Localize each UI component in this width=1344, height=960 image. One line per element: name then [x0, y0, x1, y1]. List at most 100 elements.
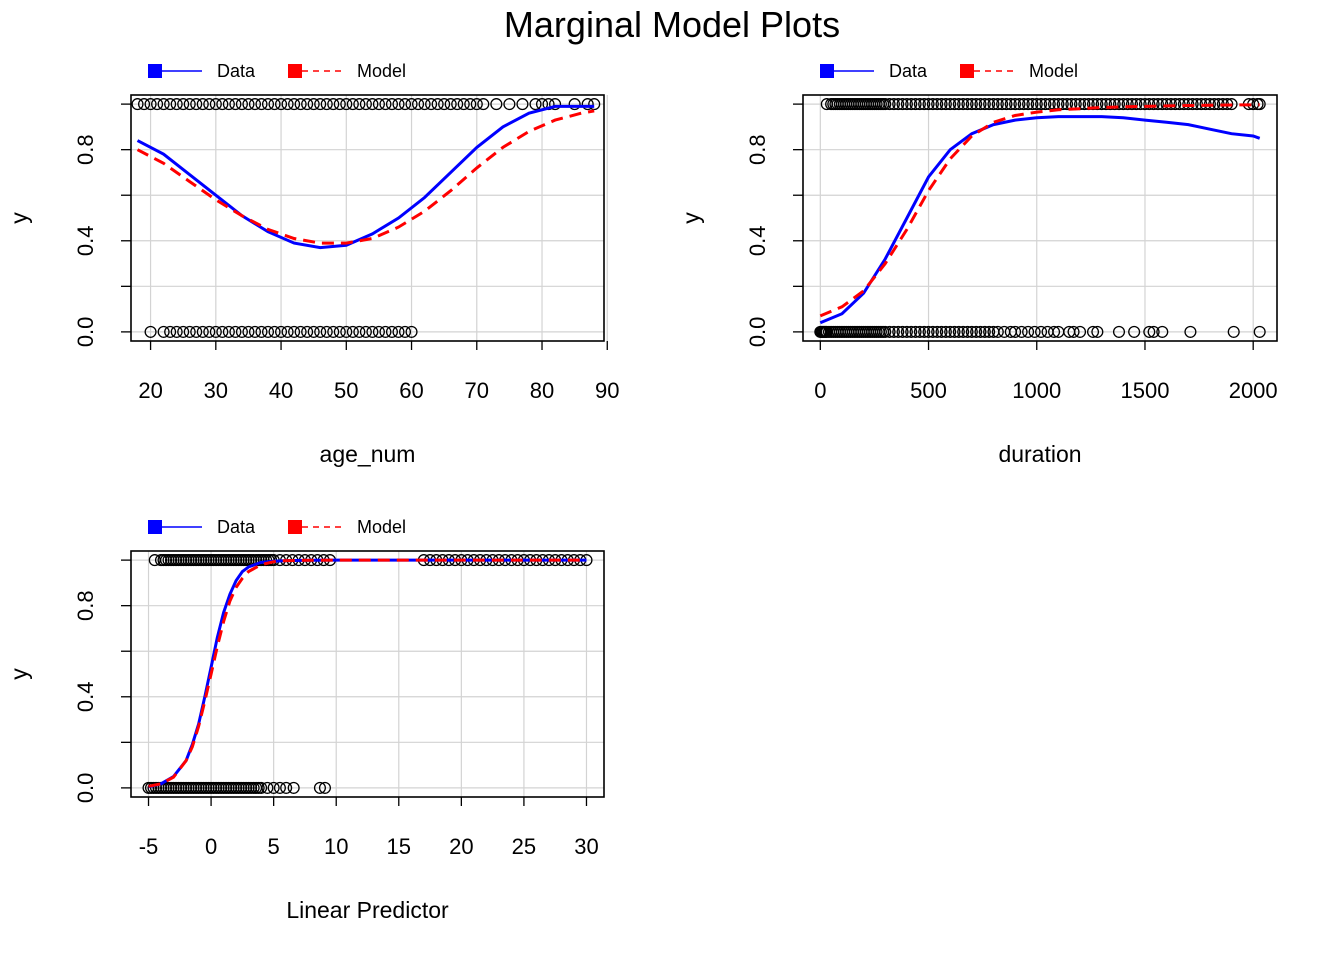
data-point — [379, 98, 392, 111]
data-point — [203, 98, 216, 111]
data-point — [353, 98, 366, 111]
data-point — [464, 98, 477, 111]
data-point — [1028, 325, 1041, 338]
data-point — [385, 325, 399, 338]
x-tick-label: 40 — [269, 378, 293, 403]
data-point — [987, 98, 1000, 111]
data-point — [1134, 98, 1147, 111]
data-point — [965, 325, 978, 338]
series-line-data — [148, 558, 587, 789]
series-line-model — [819, 103, 1260, 318]
data-point — [379, 325, 392, 338]
legend: Data Model — [148, 517, 406, 537]
legend-label-data: Data — [217, 517, 256, 537]
data-point — [366, 98, 379, 111]
y-tick-label: 0.8 — [73, 590, 98, 621]
data-point — [170, 325, 183, 338]
data-point — [1067, 325, 1080, 338]
data-point — [281, 325, 294, 338]
data-point — [333, 325, 346, 338]
legend: Data Model — [820, 61, 1078, 81]
data-point — [1164, 98, 1177, 111]
data-point — [275, 98, 288, 111]
data-point — [887, 98, 900, 111]
data-point — [922, 98, 935, 111]
data-point — [385, 98, 399, 111]
data-point — [248, 98, 262, 111]
legend-swatch-data — [148, 64, 162, 78]
data-point — [470, 98, 483, 111]
x-tick-label: 60 — [399, 378, 423, 403]
data-point — [900, 98, 913, 111]
plot-frame — [130, 550, 605, 798]
data-point — [900, 325, 913, 338]
data-point — [1056, 98, 1069, 111]
data-point — [952, 325, 965, 338]
data-point — [1015, 325, 1028, 338]
data-point — [1022, 98, 1035, 111]
data-point — [137, 98, 151, 111]
legend-swatch-model — [288, 64, 302, 78]
data-point — [288, 325, 301, 338]
data-point — [909, 325, 922, 338]
data-point — [1160, 98, 1173, 111]
data-point — [222, 325, 235, 338]
data-point — [242, 325, 255, 338]
data-point — [131, 98, 144, 111]
data-point — [892, 98, 905, 111]
data-point — [1138, 98, 1152, 111]
legend-swatch-data — [148, 520, 162, 534]
data-point — [944, 98, 957, 111]
data-point — [1004, 98, 1017, 111]
data-point — [307, 98, 320, 111]
data-point — [939, 325, 952, 338]
series-line-model — [148, 558, 587, 788]
data-point — [405, 98, 418, 111]
data-point — [1099, 98, 1113, 111]
data-point — [190, 325, 203, 338]
data-point — [991, 98, 1004, 111]
data-point — [216, 98, 229, 111]
data-point — [164, 325, 177, 338]
data-point — [457, 98, 470, 111]
y-axis-label: y — [678, 212, 704, 224]
data-point — [288, 98, 301, 111]
data-point — [909, 98, 922, 111]
data-point — [1073, 325, 1087, 338]
main-title: Marginal Model Plots — [504, 4, 840, 45]
data-point — [1253, 325, 1266, 338]
data-point — [1013, 98, 1026, 111]
legend-label-model: Model — [357, 61, 406, 81]
data-point — [398, 98, 412, 111]
data-point — [529, 98, 542, 111]
data-point — [1143, 98, 1156, 111]
data-point — [340, 98, 353, 111]
data-point — [392, 98, 405, 111]
x-axis-label: Linear Predictor — [286, 897, 449, 923]
data-point — [905, 98, 918, 111]
data-point — [268, 98, 281, 111]
y-tick-label: 0.0 — [73, 773, 98, 804]
data-point — [255, 98, 268, 111]
data-point — [926, 98, 939, 111]
data-point — [961, 325, 974, 338]
data-point — [935, 98, 948, 111]
data-point — [294, 325, 307, 338]
data-point — [931, 98, 944, 111]
x-axis-label: age_num — [320, 441, 416, 467]
data-point — [1035, 325, 1048, 338]
legend-swatch-model — [960, 64, 974, 78]
x-tick-label: 25 — [512, 834, 536, 859]
data-point — [1112, 98, 1126, 111]
x-tick-label: 15 — [387, 834, 411, 859]
data-point — [1108, 98, 1121, 111]
data-point — [887, 325, 900, 338]
data-point — [1095, 98, 1108, 111]
data-point — [183, 325, 196, 338]
data-point — [503, 98, 516, 111]
data-point — [1125, 98, 1139, 111]
plot-panel-3: -5 0 5 10 15 20 25 30 0.0 0.4 0.8 Linear Predictor y… — [6, 517, 605, 923]
data-point — [896, 325, 909, 338]
data-point — [261, 325, 275, 338]
data-point — [261, 781, 274, 794]
